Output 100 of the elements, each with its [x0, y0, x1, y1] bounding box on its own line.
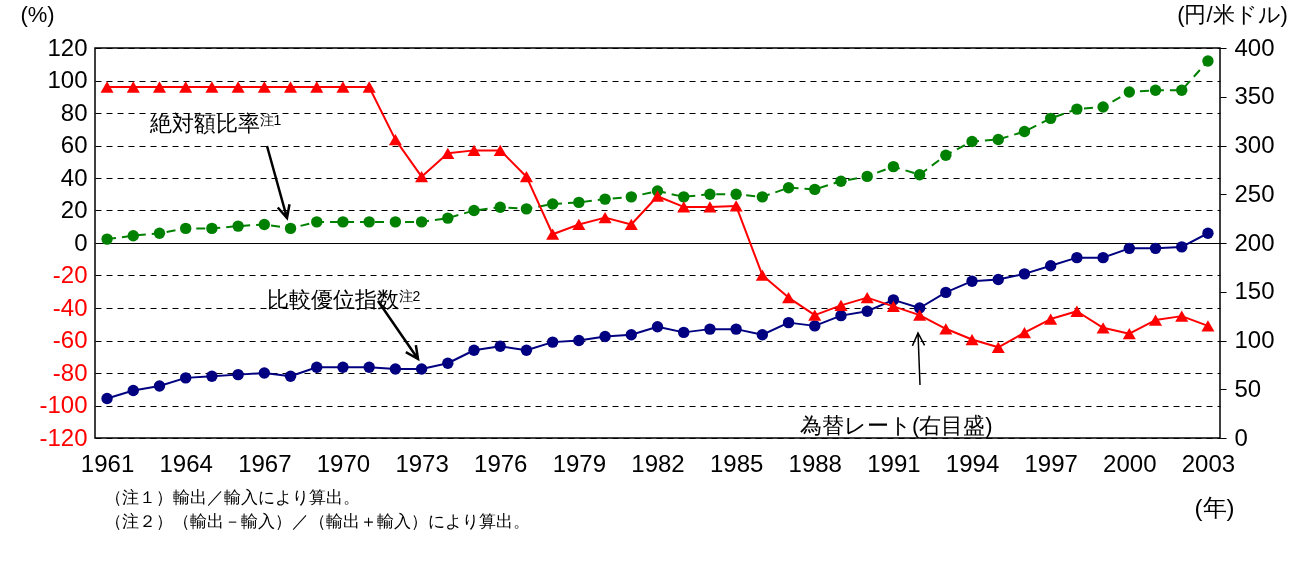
point: [1097, 251, 1109, 264]
point: [834, 299, 848, 312]
point: [337, 361, 349, 373]
y2-tick-label: 50: [1234, 374, 1262, 402]
y-tick-label: 0: [74, 228, 88, 256]
x-tick-label: 1988: [788, 449, 842, 477]
y-tick-label: -20: [52, 261, 88, 288]
point: [284, 222, 297, 235]
point: [362, 81, 376, 93]
y2-tick-label: 350: [1234, 82, 1275, 110]
point: [546, 198, 559, 210]
point: [1176, 241, 1188, 253]
point: [101, 233, 113, 245]
point: [467, 144, 481, 157]
point: [1018, 268, 1031, 280]
y2-tick-label: 0: [1234, 423, 1248, 451]
point: [206, 222, 218, 235]
y2-tick-label: 400: [1234, 33, 1275, 61]
point: [939, 323, 953, 335]
point: [126, 81, 140, 93]
text: 為替レート(右目盛): [799, 413, 993, 439]
y2-tick-label: 300: [1234, 131, 1275, 158]
y-axis-title: (%): [20, 1, 55, 27]
point: [1018, 125, 1031, 138]
point: [232, 368, 244, 381]
point: [756, 191, 769, 203]
point: [494, 201, 506, 213]
y2-tick-label: 200: [1234, 228, 1275, 256]
point: [441, 147, 455, 159]
y-tick-label: 100: [47, 66, 88, 93]
point: [965, 333, 979, 346]
point: [966, 275, 978, 287]
point: [1044, 313, 1058, 325]
point: [861, 170, 873, 183]
point: [415, 363, 428, 375]
point: [389, 363, 402, 375]
point: [179, 222, 192, 235]
point: [468, 344, 480, 356]
point: [966, 135, 978, 148]
point: [494, 340, 506, 352]
point: [258, 367, 271, 379]
x-tick-label: 2000: [1103, 449, 1157, 477]
point: [153, 380, 166, 392]
point: [127, 230, 139, 242]
point: [809, 183, 821, 196]
point: [1123, 86, 1136, 98]
x-tick-label: 1967: [238, 449, 292, 477]
x-tick-label: 1982: [631, 449, 685, 477]
y2-axis-title: (円/米ドル): [1177, 1, 1288, 27]
point: [1070, 305, 1084, 317]
point: [546, 336, 559, 348]
point: [782, 291, 796, 304]
point: [232, 220, 244, 232]
point: [179, 81, 193, 93]
point: [886, 300, 900, 313]
point: [782, 182, 795, 194]
point: [1201, 320, 1215, 332]
x-tick-label: 1979: [552, 449, 607, 477]
point: [311, 216, 323, 228]
point: [913, 169, 926, 181]
point: [808, 309, 822, 321]
text: 絶対額比率$^{注1}$: [149, 111, 282, 137]
y-tick-label: -40: [52, 293, 88, 321]
point: [1123, 242, 1136, 255]
point: [729, 200, 743, 212]
x-axis-title: (年): [1194, 493, 1235, 521]
point: [756, 329, 769, 341]
point: [337, 216, 349, 228]
point: [311, 361, 323, 373]
point: [100, 81, 114, 93]
point: [152, 81, 166, 93]
point: [546, 228, 560, 240]
point: [782, 316, 795, 329]
point: [258, 218, 271, 231]
point: [1202, 227, 1214, 239]
point: [598, 212, 612, 224]
point: [678, 191, 690, 203]
point: [860, 291, 874, 304]
point: [415, 171, 429, 183]
point: [755, 269, 769, 281]
point: [703, 201, 717, 213]
y-tick-label: 60: [60, 131, 88, 158]
x-tick-label: 1997: [1024, 449, 1078, 477]
point: [1175, 310, 1189, 322]
point: [205, 81, 219, 93]
point: [913, 309, 927, 321]
y-tick-label: 40: [60, 163, 88, 191]
x-tick-label: 1973: [395, 449, 449, 477]
point: [704, 323, 716, 335]
point: [468, 204, 480, 217]
text: （注１）輸出／輸入により算出。: [105, 487, 360, 509]
point: [1071, 251, 1083, 264]
point: [231, 81, 245, 93]
y-tick-label: 80: [60, 98, 88, 126]
point: [835, 175, 847, 187]
point: [415, 216, 428, 228]
point: [389, 216, 402, 228]
point: [678, 326, 690, 339]
point: [1149, 314, 1163, 326]
point: [677, 201, 691, 213]
